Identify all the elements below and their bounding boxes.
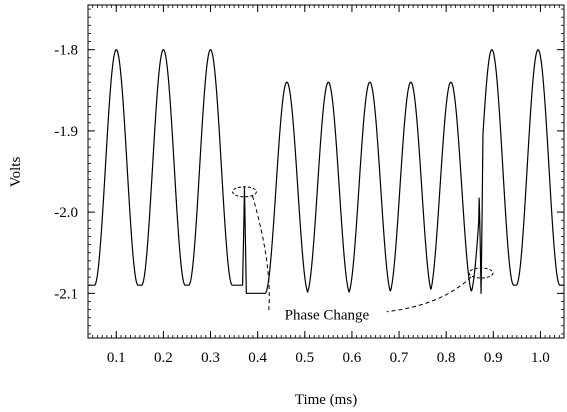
x-tick-label: 0.8 bbox=[437, 350, 456, 366]
annotation-group: Phase Change bbox=[231, 186, 494, 324]
y-tick-label: -1.9 bbox=[54, 124, 78, 140]
plot-frame bbox=[87, 4, 565, 339]
phase-change-leader bbox=[251, 195, 270, 312]
y-tick-label: -2.0 bbox=[54, 205, 78, 221]
x-tick-label: 0.7 bbox=[390, 350, 409, 366]
phase-change-leader bbox=[386, 276, 472, 313]
y-axis-title: Volts bbox=[8, 157, 24, 188]
y-tick-label: -2.1 bbox=[54, 286, 78, 302]
x-axis-title: Time (ms) bbox=[295, 392, 357, 408]
x-tick-label: 0.9 bbox=[484, 350, 503, 366]
x-tick-labels: 0.1 0.2 0.3 0.4 0.5 0.6 0.7 0.8 0.9 1.0 bbox=[107, 350, 550, 366]
phase-change-marker bbox=[231, 186, 257, 198]
x-tick-label: 0.1 bbox=[107, 350, 126, 366]
phase-change-label: Phase Change bbox=[285, 308, 370, 324]
x-tick-label: 0.4 bbox=[248, 350, 267, 366]
x-tick-label: 0.5 bbox=[295, 350, 314, 366]
y-tick-labels: -1.8 -1.9 -2.0 -2.1 bbox=[54, 43, 78, 303]
x-tick-label: 0.3 bbox=[201, 350, 220, 366]
signal-line bbox=[87, 49, 565, 294]
x-tick-label: 0.2 bbox=[154, 350, 173, 366]
y-tick-label: -1.8 bbox=[54, 43, 78, 59]
major-ticks bbox=[88, 5, 564, 338]
minor-ticks bbox=[87, 5, 565, 338]
phase-change-marker bbox=[468, 267, 494, 279]
x-tick-label: 0.6 bbox=[343, 350, 362, 366]
x-tick-label: 1.0 bbox=[531, 350, 550, 366]
